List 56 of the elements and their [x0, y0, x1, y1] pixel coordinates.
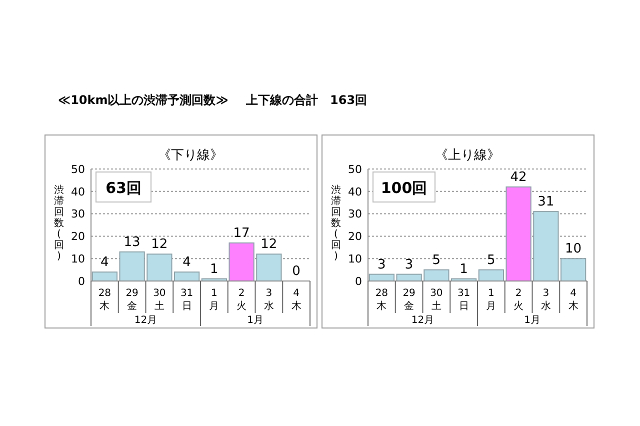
- x-tick-label: 1 月: [486, 288, 496, 312]
- data-label: 31: [538, 194, 554, 210]
- y-tick-label: 20: [348, 230, 362, 244]
- x-tick-label: 1 月: [209, 288, 220, 312]
- text: 1月: [247, 315, 264, 326]
- x-tick-label: 29 金: [126, 288, 138, 312]
- x-tick-label: 4 木: [568, 288, 578, 312]
- y-tick-label: 50: [348, 162, 362, 176]
- data-label: 13: [124, 234, 140, 250]
- y-tick-label: 20: [71, 230, 85, 244]
- y-tick-label: 30: [71, 208, 85, 221]
- data-label: 12: [151, 237, 168, 252]
- y-tick-label: 30: [348, 208, 362, 221]
- x-tick-label: 3 水: [264, 288, 274, 312]
- text: ≪10km以上の渋滞予測回数≫: [58, 93, 228, 107]
- data-label: 0: [292, 264, 300, 279]
- text: 12月: [411, 315, 434, 326]
- x-tick-label: 30 土: [430, 288, 443, 312]
- x-tick-label: 28 木: [98, 288, 112, 312]
- y-tick-label: 40: [71, 185, 85, 198]
- data-label: 3: [378, 257, 386, 272]
- text: 12月: [134, 315, 158, 326]
- x-tick-label: 4 木: [291, 288, 302, 312]
- data-label: 12: [260, 237, 278, 252]
- y-tick-label: 10: [71, 252, 85, 266]
- x-tick-label: 3 水: [540, 288, 551, 312]
- y-axis-title: 渋滞回数(回): [54, 184, 64, 262]
- data-label: 4: [182, 255, 191, 270]
- x-tick-label: 31 日: [180, 288, 194, 312]
- x-tick-label: 2 火: [514, 288, 524, 312]
- data-label: 5: [432, 252, 441, 268]
- text: 1月: [524, 315, 540, 326]
- data-label: 1: [460, 262, 468, 277]
- x-tick-label: 2 火: [236, 288, 247, 312]
- data-label: 10: [565, 242, 582, 257]
- annotation: 100回: [380, 179, 428, 197]
- y-tick-label: 0: [355, 274, 362, 288]
- data-label: 42: [510, 170, 527, 185]
- text: 上下線の合計 163回: [245, 93, 368, 107]
- data-label: 17: [233, 226, 250, 241]
- x-tick-label: 28 木: [375, 288, 388, 312]
- chart-title: 《上り線》: [435, 148, 500, 163]
- data-label: 4: [100, 255, 109, 270]
- y-axis-title: 渋滞回数(回): [331, 184, 341, 262]
- y-tick-label: 0: [78, 274, 85, 288]
- data-label: 1: [210, 262, 218, 277]
- chart-title: 《下り線》: [158, 148, 223, 163]
- data-label: 5: [487, 252, 496, 268]
- y-tick-label: 10: [348, 252, 362, 266]
- annotation: 63回: [106, 179, 142, 197]
- x-tick-label: 30 土: [153, 288, 166, 312]
- x-tick-label: 29 金: [402, 288, 416, 312]
- x-tick-label: 31 日: [457, 288, 470, 312]
- data-label: 3: [404, 257, 414, 272]
- y-tick-label: 40: [348, 185, 362, 198]
- y-tick-label: 50: [71, 162, 85, 176]
